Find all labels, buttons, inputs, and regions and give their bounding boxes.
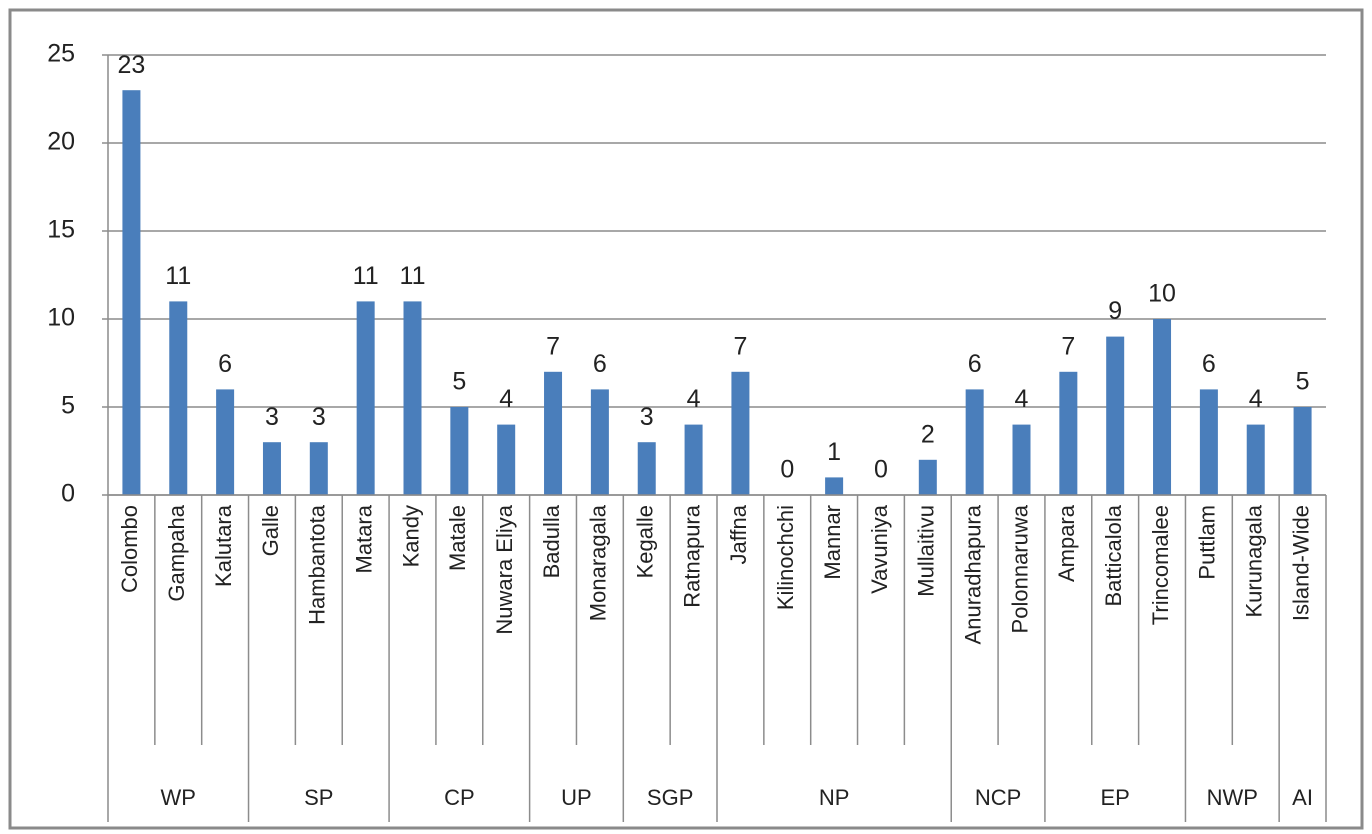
data-label: 4 (1249, 385, 1263, 413)
data-label: 7 (546, 332, 560, 360)
data-label: 5 (452, 368, 466, 396)
y-tick-label: 20 (47, 128, 75, 156)
group-label: SP (304, 785, 333, 810)
x-tick-label: Anuradhapura (960, 504, 985, 644)
x-tick-label: Batticalola (1101, 504, 1126, 606)
y-tick-label: 25 (47, 40, 75, 68)
bar (965, 389, 984, 495)
bar (918, 459, 937, 495)
group-label: CP (444, 785, 475, 810)
bar (122, 90, 141, 495)
group-label: NP (819, 785, 850, 810)
x-tick-label: Jaffna (726, 504, 751, 564)
group-label: NCP (975, 785, 1021, 810)
bar (356, 301, 375, 495)
y-tick-label: 0 (61, 480, 75, 508)
data-label: 3 (640, 403, 654, 431)
data-label: 4 (499, 385, 513, 413)
group-label: AI (1292, 785, 1313, 810)
bar (1293, 407, 1312, 495)
data-label: 6 (1202, 350, 1216, 378)
x-tick-label: Nuwara Eliya (492, 504, 517, 634)
bar (1153, 319, 1172, 495)
bar (825, 477, 844, 495)
x-tick-label: Galle (258, 505, 283, 556)
data-label: 1 (827, 438, 841, 466)
data-label: 9 (1108, 297, 1122, 325)
bar (544, 371, 563, 495)
x-tick-label: Mullaitivu (914, 505, 939, 597)
x-tick-label: Monaragala (586, 504, 611, 621)
bar (590, 389, 609, 495)
x-tick-label: Colombo (117, 505, 142, 593)
data-label: 6 (218, 350, 232, 378)
x-tick-label: Island-Wide (1288, 505, 1313, 621)
x-tick-label: Matara (351, 504, 376, 573)
bar (637, 442, 656, 495)
data-label: 7 (1061, 332, 1075, 360)
x-tick-label: Badulla (539, 504, 564, 578)
group-label: SGP (647, 785, 693, 810)
x-tick-label: Gampaha (164, 504, 189, 601)
y-tick-label: 5 (61, 392, 75, 420)
data-label: 3 (312, 403, 326, 431)
data-label: 3 (265, 403, 279, 431)
bar (403, 301, 422, 495)
data-label: 5 (1296, 368, 1310, 396)
data-label: 0 (874, 456, 888, 484)
group-label: UP (561, 785, 592, 810)
group-label: EP (1101, 785, 1130, 810)
bar (169, 301, 188, 495)
bar (731, 371, 750, 495)
data-label: 2 (921, 420, 935, 448)
bar (1246, 424, 1265, 495)
x-tick-label: Kandy (398, 505, 423, 567)
data-label: 4 (1015, 385, 1029, 413)
data-label: 11 (400, 262, 426, 290)
x-tick-label: Ampara (1054, 504, 1079, 582)
data-label: 7 (733, 332, 747, 360)
data-label: 23 (118, 51, 146, 79)
y-tick-label: 10 (47, 304, 75, 332)
x-tick-label: Ratnapura (679, 504, 704, 608)
x-tick-label: Kurunagala (1242, 504, 1267, 617)
x-tick-label: Matale (445, 505, 470, 571)
data-label: 11 (165, 262, 191, 290)
data-label: 0 (780, 456, 794, 484)
x-tick-label: Vavuniya (867, 504, 892, 594)
bar (1199, 389, 1218, 495)
x-tick-label: Trincomalee (1148, 505, 1173, 625)
x-tick-label: Puttlam (1195, 505, 1220, 580)
group-label: WP (161, 785, 196, 810)
bar (1106, 336, 1125, 495)
bar (684, 424, 703, 495)
data-label: 6 (593, 350, 607, 378)
y-tick-label: 15 (47, 216, 75, 244)
x-tick-label: Hambantota (305, 504, 330, 625)
data-label: 6 (968, 350, 982, 378)
x-tick-label: Kegalle (633, 505, 658, 578)
chart-border (8, 8, 1364, 830)
bar (450, 407, 469, 495)
bar (216, 389, 235, 495)
data-label: 11 (353, 262, 379, 290)
group-label: NWP (1207, 785, 1258, 810)
bar (262, 442, 281, 495)
x-tick-label: Kalutara (211, 504, 236, 587)
bar (1012, 424, 1031, 495)
x-tick-label: Polonnaruwa (1007, 504, 1032, 633)
bar (1059, 371, 1078, 495)
data-label: 4 (687, 385, 701, 413)
x-tick-label: Mannar (820, 505, 845, 580)
x-tick-label: Kilinochchi (773, 505, 798, 610)
bar (497, 424, 516, 495)
bar (309, 442, 328, 495)
data-label: 10 (1148, 280, 1176, 308)
